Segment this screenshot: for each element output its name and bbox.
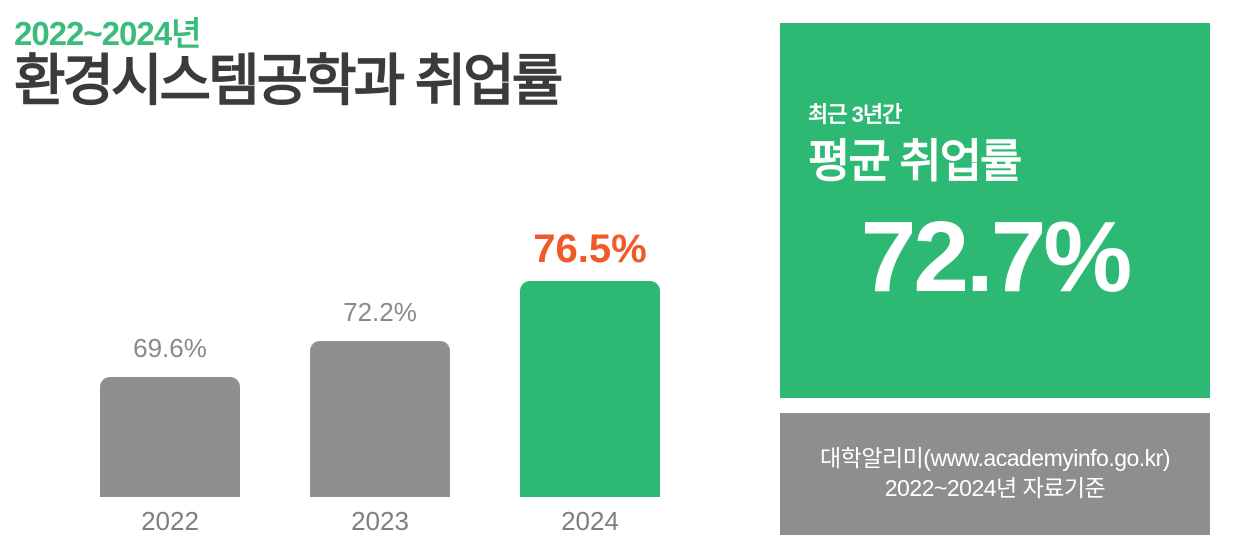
header: 2022~2024년 환경시스템공학과 취업률 (14, 15, 563, 113)
bar-value-label: 72.2% (343, 297, 417, 327)
bar-rect (100, 377, 240, 497)
summary-kicker: 최근 3년간 (808, 102, 902, 127)
summary-title: 평균 취업률 (808, 135, 1022, 187)
bar-chart: 69.6% 2022 72.2% 2023 76.5% 2024 (100, 197, 660, 536)
bar-column-2022: 69.6% 2022 (100, 197, 240, 536)
bar-rect (520, 281, 660, 497)
bar-column-2024: 76.5% 2024 (520, 197, 660, 536)
category-label: 2023 (351, 506, 409, 536)
page-title: 환경시스템공학과 취업률 (14, 49, 563, 113)
bar-rect (310, 341, 450, 497)
summary-value: 72.7% (860, 201, 1133, 314)
bar-value-label: 76.5% (533, 227, 647, 271)
period-label: 2022~2024년 (14, 15, 201, 52)
bar-column-2023: 72.2% 2023 (310, 197, 450, 536)
category-label: 2022 (141, 506, 199, 536)
source-panel: 대학알리미(www.academyinfo.go.kr) 2022~2024년 … (780, 413, 1210, 535)
bar-value-label: 69.6% (133, 333, 207, 363)
source-line-2: 2022~2024년 자료기준 (884, 475, 1106, 501)
source-line-1: 대학알리미(www.academyinfo.go.kr) (820, 445, 1171, 472)
category-label: 2024 (561, 506, 619, 536)
summary-panel: 최근 3년간 평균 취업률 72.7% (780, 23, 1210, 398)
